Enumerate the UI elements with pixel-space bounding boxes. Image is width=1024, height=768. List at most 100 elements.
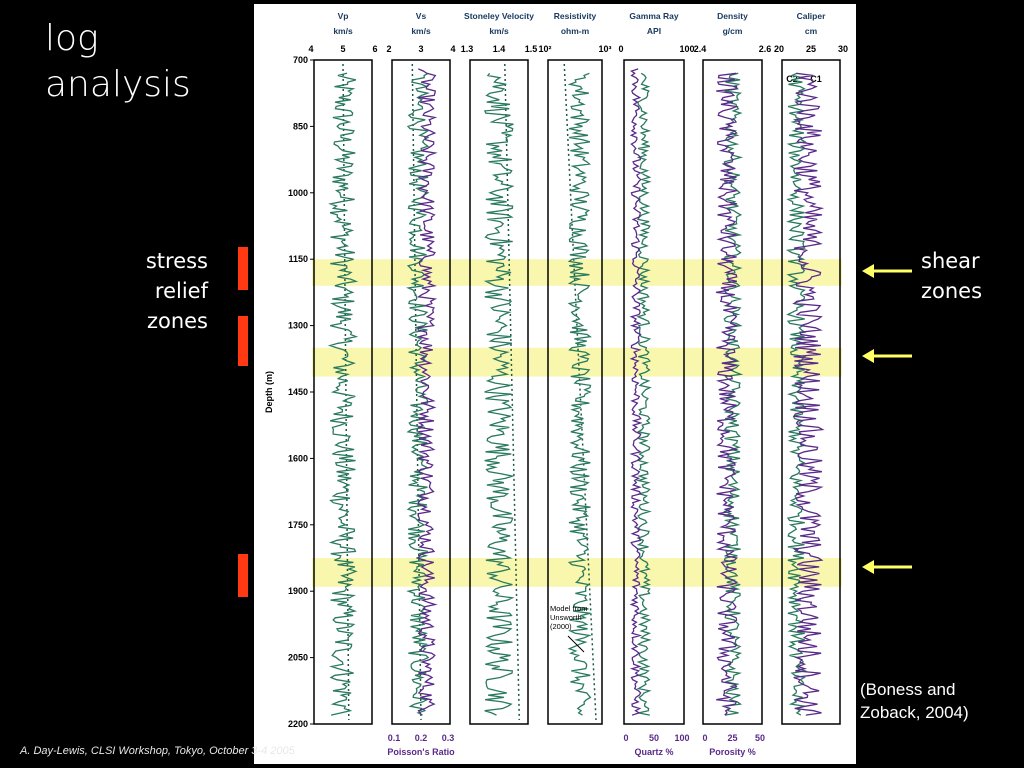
stress-relief-bar (238, 247, 248, 290)
track-bottom-label: Quartz % (634, 747, 673, 757)
track-title: Resistivity (554, 11, 597, 21)
log-curve-secondary (792, 72, 825, 716)
track-title: Vs (416, 11, 427, 21)
depth-tick-label: 1300 (288, 321, 308, 331)
stress-relief-label: stress relief zones (100, 246, 208, 336)
track-top-tick: 1.4 (493, 44, 506, 54)
log-curve-primary (567, 72, 592, 716)
track-unit: km/s (411, 26, 431, 36)
track-top-tick: 4 (450, 44, 455, 54)
title-line-2: analysis (45, 64, 191, 105)
track-top-tick: 4 (308, 44, 313, 54)
track-bottom-tick: 0 (623, 733, 628, 743)
track-bottom-tick: 25 (727, 733, 737, 743)
track-bottom-tick: 0.3 (442, 733, 455, 743)
track-top-tick: 1.5 (525, 44, 538, 54)
model-annotation: (2000) (550, 622, 572, 631)
depth-tick-label: 1600 (288, 453, 308, 463)
well-log-chart: Depth (m)7008501000115013001450160017501… (264, 11, 848, 757)
depth-tick-label: 1150 (288, 254, 308, 264)
well-log-figure: Depth (m) 700 850 1000 1150 1300 1450 1600 1750 1… (254, 4, 856, 764)
track-unit: km/s (333, 26, 353, 36)
depth-tick-label: 1900 (288, 586, 308, 596)
track-top-tick: 3 (418, 44, 423, 54)
log-curve-secondary (415, 68, 438, 716)
track-top-tick: 20 (774, 44, 784, 54)
track-top-tick: 100 (679, 44, 694, 54)
depth-tick-label: 2200 (288, 719, 308, 729)
track-bottom-tick: 100 (674, 733, 689, 743)
track-bottom-label: Porosity % (709, 747, 756, 757)
caliper-legend-c1: C1 (810, 74, 822, 84)
depth-tick-label: 1450 (288, 387, 308, 397)
track-bottom-tick: 0.1 (388, 733, 401, 743)
track-frame (623, 59, 685, 725)
slide-title: log analysis (45, 16, 191, 108)
trend-line (342, 63, 350, 721)
track-unit: ohm-m (561, 26, 590, 36)
track-title: Stoneley Velocity (464, 11, 534, 21)
model-annotation: Unsworth (550, 613, 582, 622)
track-frame (313, 59, 373, 725)
track-unit: km/s (489, 26, 509, 36)
model-annotation: Model from (550, 604, 588, 613)
track-unit: cm (805, 26, 818, 36)
track-bottom-label: Poisson's Ratio (387, 747, 455, 757)
log-curve-primary (635, 72, 652, 716)
depth-tick-label: 2050 (288, 653, 308, 663)
log-curve-primary (327, 72, 359, 716)
log-curve-primary (483, 72, 515, 716)
track-unit: API (647, 26, 661, 36)
trend-line (504, 63, 521, 721)
track-title: Caliper (797, 11, 827, 21)
track-top-tick: 2 (386, 44, 391, 54)
track-top-tick: 30 (838, 44, 848, 54)
track-top-tick: 10² (538, 44, 551, 54)
model-annotation-pointer (567, 635, 585, 653)
left-arrow-icon (862, 560, 912, 574)
track-title: Vp (338, 11, 349, 21)
shear-zone-band (312, 259, 842, 286)
shear-label-line-2: zones (921, 279, 983, 303)
track-top-tick: 25 (806, 44, 816, 54)
track-title: Gamma Ray (629, 11, 678, 21)
citation: (Boness and Zoback, 2004) (860, 678, 969, 724)
track-top-tick: 1.3 (461, 44, 474, 54)
trend-line (411, 63, 422, 721)
log-curve-primary (785, 72, 808, 716)
track-bottom-tick: 50 (755, 733, 765, 743)
track-frame (469, 59, 529, 725)
track-bottom-tick: 0.2 (415, 733, 428, 743)
stress-relief-bar (238, 316, 248, 366)
track-top-tick: 2.4 (694, 44, 707, 54)
track-top-tick: 2.6 (759, 44, 772, 54)
depth-axis-label: Depth (m) (264, 371, 274, 413)
log-curve-secondary (715, 72, 740, 716)
citation-line-2: Zoback, 2004) (860, 703, 969, 722)
stress-label-line-3: zones (146, 309, 208, 333)
stress-label-line-2: relief (154, 279, 208, 303)
depth-tick-label: 1000 (288, 188, 308, 198)
left-arrow-icon (862, 264, 912, 278)
track-frame (547, 59, 603, 725)
track-frame (781, 59, 841, 725)
log-curve-primary (721, 72, 744, 716)
depth-tick-label: 700 (293, 55, 308, 65)
track-bottom-tick: 0 (702, 733, 707, 743)
stress-label-line-1: stress (145, 249, 208, 273)
log-curve-secondary (629, 68, 643, 716)
stress-relief-bar (238, 554, 248, 597)
caliper-legend-c2: C2 (786, 74, 798, 84)
track-top-tick: 6 (372, 44, 377, 54)
track-top-tick: 10³ (598, 44, 611, 54)
title-line-1: log (45, 18, 99, 59)
track-title: Density (717, 11, 748, 21)
shear-label-line-1: shear (921, 249, 980, 273)
track-frame (391, 59, 451, 725)
shear-zone-band (312, 347, 842, 377)
track-bottom-tick: 50 (649, 733, 659, 743)
left-arrow-icon (862, 349, 912, 363)
depth-tick-label: 1750 (288, 520, 308, 530)
track-top-tick: 0 (618, 44, 623, 54)
depth-tick-label: 850 (293, 121, 308, 131)
